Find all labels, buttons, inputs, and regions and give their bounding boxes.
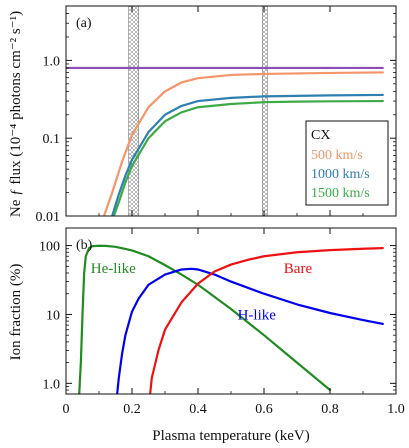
panel-b-frame — [65, 227, 397, 395]
panel-b-ticks: 1.0 10 100 0 0.2 0.4 0.6 0.8 1.0 — [39, 228, 405, 417]
x-tick-label: 0.8 — [321, 402, 339, 417]
legend: CX 500 km/s 1000 km/s 1500 km/s — [305, 120, 389, 206]
hatched-bands — [128, 5, 268, 217]
series-line-1000-km-s — [111, 93, 384, 216]
x-tick-label: 0 — [63, 402, 70, 417]
panel-a-ylabel: Ne ƒ flux (10⁻⁴ photons cm⁻² s⁻¹) — [8, 11, 24, 217]
x-axis-title: Plasma temperature (keV) — [152, 428, 309, 444]
curve-labels: He-like H-like Bare — [91, 261, 313, 323]
x-tick-label: 0.4 — [189, 402, 207, 417]
panel-b-series — [78, 244, 384, 394]
panel-b-ylabel: Ion fraction (%) — [8, 264, 24, 361]
y-tick-label: 1.0 — [43, 377, 61, 392]
y-tick-label: 0.01 — [36, 210, 61, 225]
curve-label-he-like: He-like — [91, 261, 136, 277]
x-tick-label: 0.2 — [123, 402, 141, 417]
panel-a-label: (a) — [76, 16, 92, 31]
series-line-h-like — [116, 267, 384, 394]
panel-a: 0.01 0.1 1.0 (a) Ne ƒ flux (10⁻⁴ photons c… — [8, 5, 397, 225]
series-line-bare — [149, 246, 384, 394]
y-tick-label: 1.0 — [43, 54, 61, 69]
y-tick-label: 100 — [39, 240, 60, 255]
panel-b: 1.0 10 100 0 0.2 0.4 0.6 0.8 1.0 (b) Ion fractio… — [8, 227, 405, 444]
legend-entry-500: 500 km/s — [311, 148, 363, 163]
x-tick-label: 1.0 — [387, 402, 405, 417]
hatched-band-2 — [262, 5, 268, 217]
x-tick-label: 0.6 — [255, 402, 273, 417]
legend-entry-1000: 1000 km/s — [311, 167, 370, 182]
panel-a-ticks: 0.01 0.1 1.0 — [36, 6, 397, 225]
curve-label-h-like: H-like — [238, 307, 277, 323]
legend-title: CX — [311, 128, 330, 143]
series-line-1500-km-s — [112, 99, 384, 216]
panel-a-series — [66, 66, 384, 216]
legend-entry-1500: 1500 km/s — [311, 186, 370, 201]
series-line-he-like — [78, 244, 332, 394]
legend-box — [305, 120, 389, 206]
y-tick-label: 10 — [46, 308, 60, 323]
curve-label-bare: Bare — [284, 261, 313, 277]
hatched-band-1 — [128, 5, 139, 217]
y-tick-label: 0.1 — [43, 132, 61, 147]
series-line-500-km-s — [102, 71, 384, 216]
panel-b-label: (b) — [76, 238, 93, 253]
